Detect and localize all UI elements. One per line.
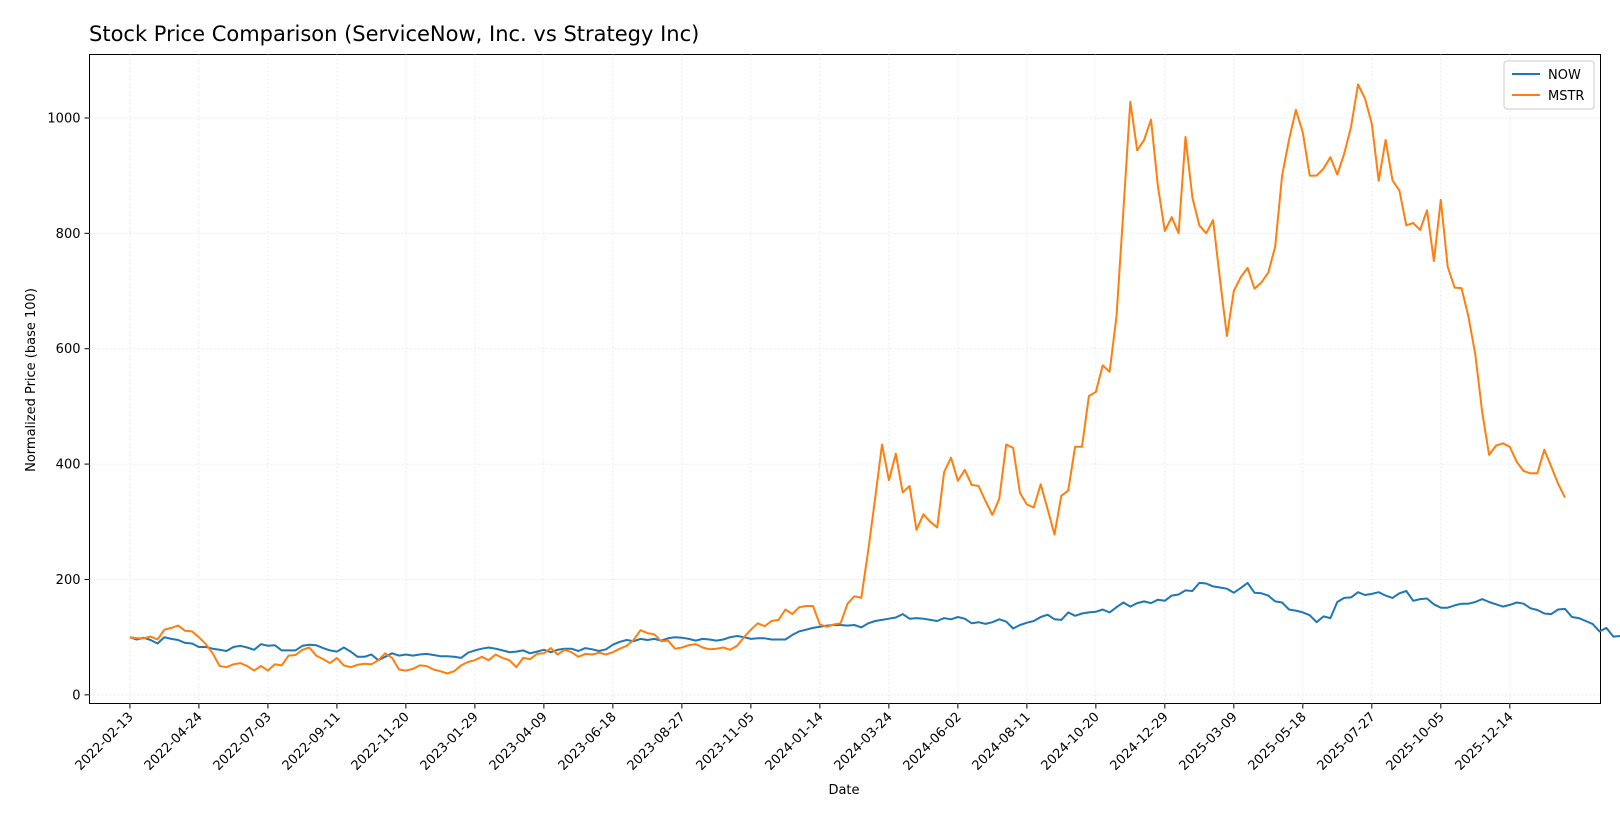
x-tick-label: 2022-11-20 xyxy=(349,710,413,774)
x-tick-label: 2024-01-14 xyxy=(763,710,827,774)
legend: NOW MSTR xyxy=(1503,60,1595,110)
x-tick-label: 2023-06-18 xyxy=(556,710,620,774)
x-tick-label: 2023-04-09 xyxy=(487,710,551,774)
series-line-now xyxy=(129,581,1620,662)
x-tick-label: 2024-06-02 xyxy=(901,710,965,774)
lines-layer xyxy=(129,83,1620,675)
y-tick-label: 400 xyxy=(56,458,81,473)
x-tick-label: 2022-07-03 xyxy=(211,710,275,774)
y-tick-label: 600 xyxy=(56,342,81,357)
legend-label: NOW xyxy=(1548,68,1581,83)
x-tick-label: 2025-12-14 xyxy=(1453,710,1517,774)
y-tick-label: 0 xyxy=(72,688,80,703)
chart-title: Stock Price Comparison (ServiceNow, Inc.… xyxy=(89,22,699,46)
x-tick-label: 2023-08-27 xyxy=(625,710,689,774)
x-tick-label: 2024-10-20 xyxy=(1039,710,1103,774)
grid-layer xyxy=(89,54,1601,704)
x-tick-label: 2025-05-18 xyxy=(1246,710,1310,774)
x-tick-label: 2022-02-13 xyxy=(73,710,137,774)
legend-label: MSTR xyxy=(1548,89,1584,104)
x-tick-label: 2024-12-29 xyxy=(1108,710,1172,774)
x-tick-label: 2022-04-24 xyxy=(142,710,206,774)
series-line-mstr xyxy=(129,83,1566,675)
y-tick-label: 200 xyxy=(56,573,81,588)
x-tick-label: 2023-11-05 xyxy=(694,710,758,774)
x-axis-label: Date xyxy=(828,783,859,798)
x-tick-label: 2025-10-05 xyxy=(1384,710,1448,774)
x-tick-label: 2024-08-11 xyxy=(970,710,1034,774)
y-tick-label: 800 xyxy=(56,227,81,242)
x-tick-label: 2025-03-09 xyxy=(1177,710,1241,774)
x-tick-label: 2025-07-27 xyxy=(1315,710,1379,774)
y-axis-label: Normalized Price (base 100) xyxy=(24,288,39,472)
y-tick-label: 1000 xyxy=(47,111,80,126)
x-tick-label: 2022-09-11 xyxy=(280,710,344,774)
plot-area xyxy=(89,54,1601,704)
x-tick-label: 2024-03-24 xyxy=(832,710,896,774)
x-tick-label: 2023-01-29 xyxy=(418,710,482,774)
